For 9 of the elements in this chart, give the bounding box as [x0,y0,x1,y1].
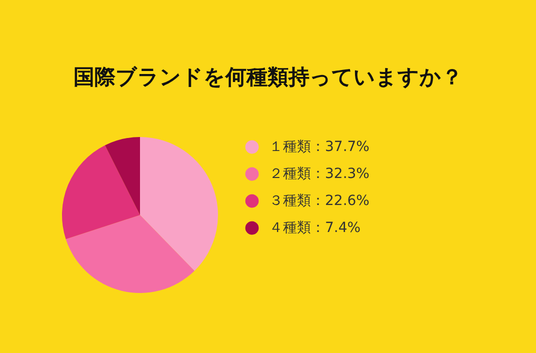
pie-slice [62,145,140,240]
pie-slice [105,137,140,215]
pie-slice [66,215,194,293]
legend-label: １種類：37.7% [269,139,370,155]
legend-label: ３種類：22.6% [269,193,370,209]
legend-label: ４種類：7.4% [269,220,361,236]
pie-slice [140,137,218,271]
chart-title: 国際ブランドを何種類持っていますか？ [74,65,462,89]
legend-label: ２種類：32.3% [269,166,370,182]
